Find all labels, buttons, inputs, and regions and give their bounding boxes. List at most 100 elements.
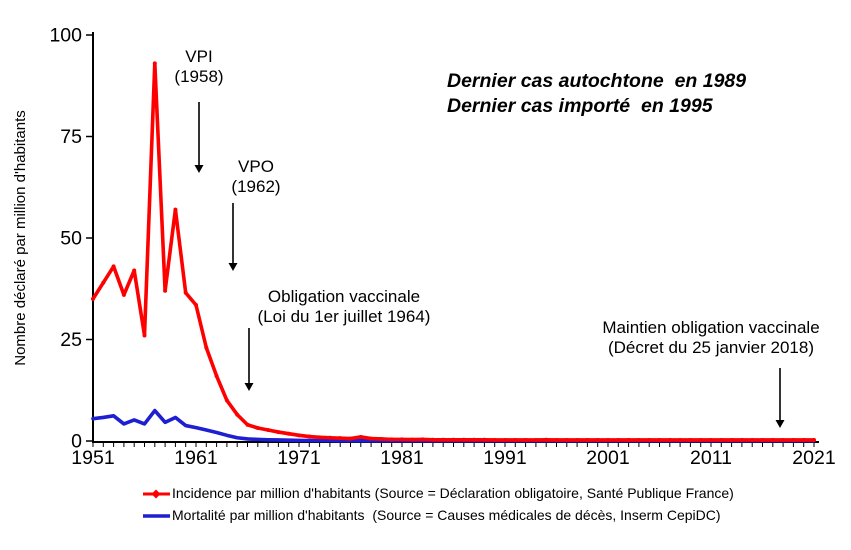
y-tick-label: 100 — [49, 25, 82, 47]
incidence-marker — [729, 437, 734, 442]
incidence-marker — [760, 437, 765, 442]
incidence-marker — [348, 436, 353, 441]
incidence-line — [91, 61, 816, 442]
incidence-marker — [142, 333, 147, 338]
incidence-marker — [678, 437, 683, 442]
legend-item-mortalite: Mortalité par million d'habitants (Sourc… — [143, 506, 734, 525]
incidence-marker — [286, 431, 291, 436]
incidence-marker — [338, 436, 343, 441]
incidence-marker — [472, 437, 477, 442]
incidence-marker — [420, 437, 425, 442]
incidence-marker — [482, 437, 487, 442]
legend: Incidence par million d'habitants (Sourc… — [143, 484, 734, 525]
incidence-marker — [698, 437, 703, 442]
incidence-marker — [194, 302, 198, 307]
incidence-marker — [441, 437, 446, 442]
incidence-marker — [564, 437, 569, 442]
annotation-arrowhead-vpi — [194, 165, 204, 173]
incidence-marker — [606, 437, 610, 442]
legend-label-mortalite: Mortalité par million d'habitants (Sourc… — [172, 507, 721, 523]
incidence-marker — [276, 430, 281, 435]
incidence-marker — [667, 437, 672, 442]
incidence-marker — [801, 437, 806, 442]
incidence-marker — [410, 437, 415, 442]
x-tick-label: 2021 — [792, 447, 835, 469]
incidence-marker — [503, 437, 507, 442]
incidence-marker — [132, 268, 137, 273]
annotation-maintien: Maintien obligation vaccinale — [602, 318, 819, 337]
y-tick-label: 0 — [71, 431, 82, 453]
incidence-marker — [523, 437, 528, 442]
incidence-marker — [266, 428, 271, 433]
annotation-vpo: (1962) — [231, 177, 280, 196]
incidence-marker — [379, 436, 384, 441]
incidence-marker — [307, 434, 312, 439]
incidence-marker — [461, 437, 466, 442]
incidence-marker — [544, 437, 549, 442]
incidence-marker — [297, 433, 301, 438]
incidence-marker — [430, 437, 435, 442]
x-tick-label: 1951 — [71, 447, 114, 469]
incidence-marker — [492, 437, 497, 442]
annotation-vpo: VPO — [238, 157, 274, 176]
incidence-marker — [451, 437, 456, 442]
incidence-marker — [400, 437, 404, 442]
y-tick-label: 25 — [60, 329, 82, 351]
x-tick-label: 1981 — [380, 447, 423, 469]
annotation-arrowhead-maintien — [775, 420, 785, 428]
annotation-maintien: (Décret du 25 janvier 2018) — [608, 338, 814, 357]
annotation-obligation: Obligation vaccinale — [268, 287, 420, 306]
incidence-marker — [111, 264, 116, 269]
incidence-marker — [224, 398, 229, 403]
incidence-marker — [812, 437, 816, 442]
annotation-arrowhead-obligation — [244, 383, 254, 391]
incidence-marker — [317, 435, 322, 440]
incidence-marker — [173, 207, 178, 212]
annotation-vpi: (1958) — [174, 67, 223, 86]
incidence-marker — [163, 288, 168, 293]
annotation-dernier: Dernier cas importé en 1995 — [447, 95, 714, 117]
incidence-marker — [533, 437, 538, 442]
incidence-marker — [688, 437, 693, 442]
incidence-marker — [91, 296, 95, 301]
legend-item-incidence: Incidence par million d'habitants (Sourc… — [143, 484, 734, 503]
incidence-marker — [647, 437, 652, 442]
mortalite-line — [91, 408, 816, 443]
incidence-marker — [657, 437, 662, 442]
incidence-marker — [585, 437, 590, 442]
incidence-marker — [626, 437, 631, 442]
x-tick-label: 1991 — [483, 447, 526, 469]
incidence-marker — [616, 437, 621, 442]
incidence-marker — [183, 290, 188, 295]
x-tick-label: 1961 — [174, 447, 217, 469]
incidence-marker — [709, 437, 713, 442]
incidence-marker — [575, 437, 580, 442]
incidence-marker — [781, 437, 786, 442]
incidence-marker — [101, 280, 106, 285]
incidence-marker — [389, 437, 394, 442]
incidence-marker — [235, 412, 240, 417]
incidence-marker — [152, 61, 157, 66]
incidence-marker — [245, 422, 250, 427]
x-tick-label: 2001 — [586, 447, 629, 469]
incidence-marker — [636, 437, 641, 442]
incidence-marker — [770, 437, 775, 442]
y-tick-label: 75 — [60, 126, 82, 148]
incidence-marker — [358, 434, 363, 439]
incidence-marker — [554, 437, 559, 442]
incidence-marker — [327, 435, 332, 440]
x-tick-label: 1971 — [277, 447, 320, 469]
incidence-marker — [204, 345, 209, 350]
incidence-marker — [255, 426, 260, 431]
incidence-marker — [121, 292, 126, 297]
annotation-dernier: Dernier cas autochtone en 1989 — [447, 70, 746, 92]
y-axis-title: Nombre déclaré par million d'habitants — [12, 110, 29, 366]
x-tick-label: 2011 — [690, 447, 732, 469]
incidence-marker — [369, 436, 374, 441]
incidence-marker — [719, 437, 724, 442]
mortality-line-swatch — [143, 513, 170, 518]
y-tick-label: 50 — [60, 228, 82, 250]
incidence-marker — [513, 437, 518, 442]
